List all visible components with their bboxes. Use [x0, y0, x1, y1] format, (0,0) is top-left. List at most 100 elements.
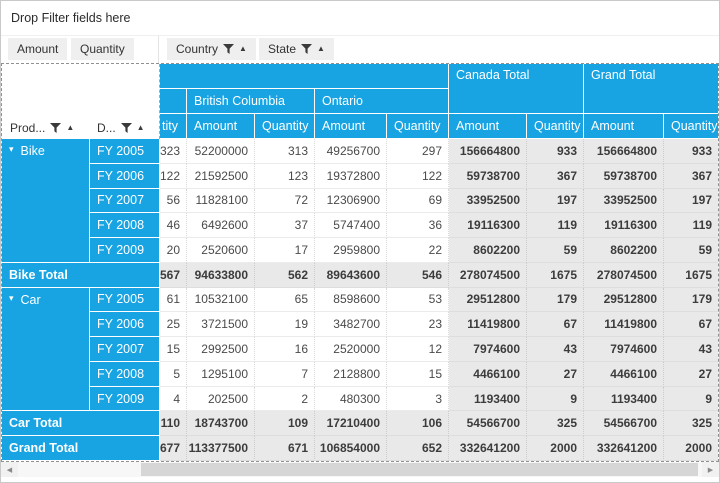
- value-cell: 4466100: [449, 362, 527, 387]
- value-cell: 2000: [664, 436, 718, 461]
- value-chip-amount[interactable]: Amount: [8, 38, 67, 60]
- row-header-grand-total[interactable]: Grand Total: [2, 436, 160, 461]
- row-header-date[interactable]: FY 2005: [90, 288, 160, 313]
- value-cell: 19: [255, 312, 315, 337]
- value-cell: 119: [664, 213, 718, 238]
- measure-header-quantity[interactable]: Quantity: [527, 114, 584, 139]
- column-chip-country[interactable]: Country ▲: [167, 38, 256, 60]
- value-cell: 11419800: [449, 312, 527, 337]
- value-cell: 10532100: [187, 288, 255, 313]
- value-cell: 65: [255, 288, 315, 313]
- row-chip-product-label: Prod...: [10, 121, 45, 135]
- column-header-clipped-state[interactable]: [160, 89, 187, 114]
- column-header-british-columbia[interactable]: British Columbia: [187, 89, 315, 114]
- value-cell: 106: [387, 411, 449, 436]
- value-cell: 67: [527, 312, 584, 337]
- value-cell: 22: [387, 238, 449, 263]
- row-header-date[interactable]: FY 2007: [90, 189, 160, 214]
- row-header-date[interactable]: FY 2009: [90, 387, 160, 412]
- measure-header-amount[interactable]: Amount: [315, 114, 387, 139]
- value-cell: 53: [387, 288, 449, 313]
- filter-icon[interactable]: [121, 123, 132, 133]
- value-cell: 332641200: [584, 436, 664, 461]
- value-cell: 179: [664, 288, 718, 313]
- value-cell: 122: [160, 164, 187, 189]
- sort-ascending-icon[interactable]: ▲: [239, 45, 247, 53]
- row-header-date[interactable]: FY 2006: [90, 164, 160, 189]
- measure-header-quantity[interactable]: Quantity: [664, 114, 718, 139]
- row-header-car-total[interactable]: Car Total: [2, 411, 160, 436]
- expander-icon[interactable]: ▾: [9, 293, 14, 304]
- row-header-date[interactable]: FY 2009: [90, 238, 160, 263]
- value-cell: 325: [527, 411, 584, 436]
- value-cell: 16: [255, 337, 315, 362]
- row-chip-date[interactable]: D... ▲: [97, 121, 145, 135]
- value-cell: 8602200: [449, 238, 527, 263]
- value-cell: 2000: [527, 436, 584, 461]
- measure-header-quantity[interactable]: Quantity: [387, 114, 449, 139]
- value-cell: 43: [527, 337, 584, 362]
- filter-drop-zone[interactable]: Drop Filter fields here: [1, 1, 719, 36]
- value-cell: 202500: [187, 387, 255, 412]
- row-header-bike-total[interactable]: Bike Total: [2, 263, 160, 288]
- scroll-right-button[interactable]: ▶: [702, 462, 719, 477]
- value-cell: 25: [160, 312, 187, 337]
- value-cell: 19372800: [315, 164, 387, 189]
- value-cell: 49256700: [315, 139, 387, 164]
- row-header-group-car[interactable]: ▾Car: [2, 288, 90, 412]
- sort-ascending-icon[interactable]: ▲: [137, 124, 145, 132]
- row-header-date[interactable]: FY 2007: [90, 337, 160, 362]
- filter-icon[interactable]: [301, 44, 312, 54]
- value-cell: 33952500: [584, 189, 664, 214]
- horizontal-scrollbar[interactable]: ◀ ▶: [1, 462, 719, 477]
- sort-ascending-icon[interactable]: ▲: [317, 45, 325, 53]
- expander-icon[interactable]: ▾: [9, 144, 14, 155]
- value-cell: 3482700: [315, 312, 387, 337]
- column-chip-state[interactable]: State ▲: [259, 38, 334, 60]
- value-cell: 11419800: [584, 312, 664, 337]
- row-header-date[interactable]: FY 2008: [90, 362, 160, 387]
- row-header-group-bike[interactable]: ▾Bike: [2, 139, 90, 263]
- measure-header-amount[interactable]: Amount: [187, 114, 255, 139]
- value-cell: 367: [664, 164, 718, 189]
- value-cell: 15: [387, 362, 449, 387]
- value-cell: 7: [255, 362, 315, 387]
- column-header-ontario[interactable]: Ontario: [315, 89, 449, 114]
- value-cell: 56: [160, 189, 187, 214]
- row-header-date[interactable]: FY 2006: [90, 312, 160, 337]
- measure-header-amount[interactable]: Amount: [449, 114, 527, 139]
- value-cell: 19116300: [449, 213, 527, 238]
- value-cell: 933: [527, 139, 584, 164]
- value-cell: 323: [160, 139, 187, 164]
- filter-icon[interactable]: [50, 123, 61, 133]
- scrollbar-thumb[interactable]: [141, 463, 698, 476]
- row-fields-corner-panel: Prod... ▲ D... ▲: [2, 64, 160, 139]
- value-chip-quantity[interactable]: Quantity: [71, 38, 134, 60]
- value-cell: 933: [664, 139, 718, 164]
- value-cell: 197: [664, 189, 718, 214]
- value-cell: 2520000: [315, 337, 387, 362]
- scroll-left-button[interactable]: ◀: [1, 462, 18, 477]
- measure-header-quantity[interactable]: Quantity: [255, 114, 315, 139]
- value-cell: 109: [255, 411, 315, 436]
- sort-ascending-icon[interactable]: ▲: [66, 124, 74, 132]
- column-chip-country-label: Country: [176, 42, 218, 56]
- row-header-date[interactable]: FY 2005: [90, 139, 160, 164]
- panel-divider: [158, 36, 159, 63]
- column-header-canada-total[interactable]: Canada Total: [449, 64, 584, 114]
- value-cell: 123: [255, 164, 315, 189]
- row-chip-product[interactable]: Prod... ▲: [10, 121, 74, 135]
- value-cell: 546: [387, 263, 449, 288]
- value-cell: 179: [527, 288, 584, 313]
- column-header-grand-total[interactable]: Grand Total: [584, 64, 718, 114]
- measure-header-quantity-clipped[interactable]: tity: [160, 114, 187, 139]
- filter-drop-zone-label: Drop Filter fields here: [11, 11, 131, 25]
- value-cell: 21592500: [187, 164, 255, 189]
- row-header-date[interactable]: FY 2008: [90, 213, 160, 238]
- value-cell: 110: [160, 411, 187, 436]
- value-cell: 3721500: [187, 312, 255, 337]
- filter-icon[interactable]: [223, 44, 234, 54]
- measure-header-amount[interactable]: Amount: [584, 114, 664, 139]
- value-cell: 2992500: [187, 337, 255, 362]
- value-cell: 325: [664, 411, 718, 436]
